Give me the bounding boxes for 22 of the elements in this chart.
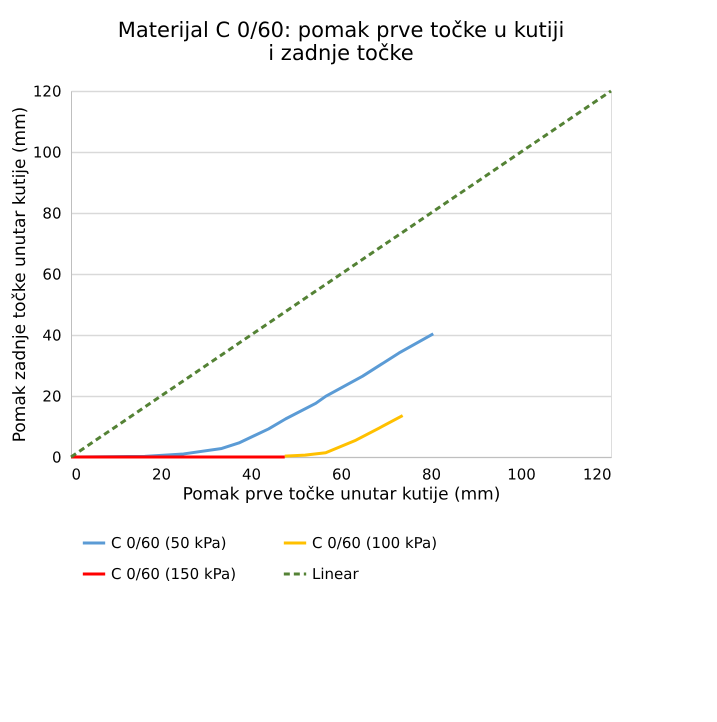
x-axis-title: Pomak prve točke unutar kutije (mm)	[182, 484, 500, 504]
y-tick-label: 80	[42, 204, 62, 222]
legend-label: C 0/60 (100 kPa)	[312, 534, 438, 552]
y-tick-label: 0	[52, 448, 62, 466]
x-tick-label: 80	[422, 466, 442, 484]
y-tick-label: 100	[32, 144, 62, 162]
y-tick-label: 20	[42, 388, 62, 406]
y-tick-label: 60	[42, 266, 62, 284]
y-axis-title: Pomak zadnje točke unutar kutije (mm)	[10, 106, 30, 442]
x-tick-label: 60	[332, 466, 352, 484]
y-tick-label: 40	[42, 326, 62, 344]
legend-label: C 0/60 (50 kPa)	[111, 534, 227, 552]
legend-label: Linear	[312, 565, 360, 583]
chart-title: Materijal C 0/60: pomak prve točke u kutiji i zadnje točke	[118, 18, 564, 65]
x-tick-label: 20	[152, 466, 172, 484]
x-tick-label: 120	[582, 466, 612, 484]
x-tick-label: 0	[72, 466, 82, 484]
legend-label: C 0/60 (150 kPa)	[111, 565, 236, 583]
y-tick-label: 120	[32, 82, 62, 100]
x-tick-label: 40	[242, 466, 262, 484]
x-tick-label: 100	[507, 466, 536, 484]
line-series	[283, 414, 404, 458]
